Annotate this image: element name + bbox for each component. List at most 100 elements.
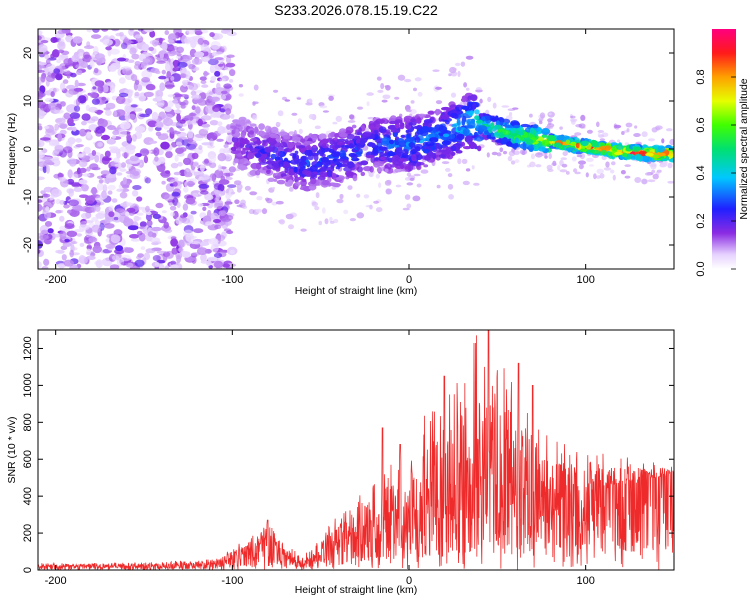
spectrogram-cell <box>109 148 120 154</box>
spectrogram-cell <box>59 230 67 240</box>
spectrogram-cell <box>634 177 642 183</box>
spectrogram-cell <box>380 119 385 124</box>
spectrogram-cell <box>465 110 474 115</box>
spectrogram-cell <box>182 79 188 87</box>
spectrogram-cell <box>186 120 192 125</box>
spectrogram-cell <box>57 133 63 142</box>
spectrogram-cell <box>398 157 408 162</box>
spectrogram-cell <box>117 128 127 138</box>
spectrogram-cell <box>224 201 233 205</box>
spectrogram-cell <box>256 196 263 201</box>
spectrogram-cell <box>275 200 284 205</box>
spectrogram-cell <box>129 170 139 175</box>
spectrogram-cell <box>172 181 178 187</box>
spectrogram-cell <box>40 40 49 44</box>
spectrogram-cell <box>169 122 180 127</box>
spectrogram-cell <box>408 142 416 148</box>
colorbar-tick-label: 0.0 <box>695 261 707 276</box>
spectrogram-cell <box>208 238 219 245</box>
spectrogram-cell <box>185 143 197 150</box>
spectrogram-cell <box>404 165 411 170</box>
spectrogram-cell <box>435 142 440 149</box>
spectrogram-cell <box>477 145 482 152</box>
spectrogram-cell <box>384 85 389 88</box>
spectrogram-cell <box>201 123 211 128</box>
spectrogram-cell <box>210 41 221 50</box>
spectrogram-cell <box>354 135 361 139</box>
spectrogram-cell <box>441 114 450 120</box>
spectrogram-cell <box>293 166 298 173</box>
spectrogram-cell <box>381 99 388 103</box>
spectrogram-cell <box>69 160 77 167</box>
spectrogram-cell <box>80 212 92 220</box>
spectrogram-cell <box>461 158 468 164</box>
spectrogram-cell <box>199 164 205 172</box>
spectrogram-cell <box>165 151 173 159</box>
spectrogram-cell <box>538 120 543 125</box>
spectrogram-cell <box>186 180 195 188</box>
spectrogram-cell <box>639 150 647 157</box>
x-tick-label: -100 <box>221 575 243 587</box>
spectrogram-cell <box>406 172 412 177</box>
spectrogram-cell <box>38 35 42 41</box>
spectrogram-cell <box>409 177 415 181</box>
spectrogram-cell <box>108 205 114 211</box>
spectrogram-cell <box>149 30 156 38</box>
spectrogram-cell <box>45 129 55 136</box>
spectrogram-cell <box>173 59 178 68</box>
spectrogram-cell <box>78 159 88 168</box>
spectrogram-cell <box>69 208 80 217</box>
spectrogram-cell <box>335 115 342 122</box>
spectrogram-cell <box>373 130 379 134</box>
spectrogram-cell <box>179 73 187 79</box>
spectrogram-cell <box>94 53 105 61</box>
spectrogram-cell <box>204 158 210 164</box>
spectrogram-cell <box>156 96 163 102</box>
spectrogram-cell <box>38 69 45 73</box>
spectrogram-cell <box>324 218 329 225</box>
spectrogram-cell <box>339 128 347 134</box>
spectrogram-cell <box>179 101 187 106</box>
spectrogram-cell <box>43 258 49 265</box>
spectrogram-cell <box>201 176 213 183</box>
spectrogram-cell <box>579 153 586 160</box>
spectrogram-cell <box>657 152 666 157</box>
spectrogram-cell <box>170 236 177 240</box>
spectrogram-cell <box>666 128 673 132</box>
spectrogram-cell <box>190 90 197 96</box>
spectrogram-cell <box>495 120 500 127</box>
spectrogram-cell <box>147 231 154 238</box>
spectrogram-cell <box>41 266 49 269</box>
spectrogram-cell <box>599 173 605 179</box>
spectrogram-cell <box>47 228 54 234</box>
spectrogram-cell <box>378 126 387 133</box>
spectrogram-cell <box>231 191 235 195</box>
spectrogram-cell <box>91 98 100 105</box>
spectrogram-cell <box>90 116 99 122</box>
spectrogram-cell <box>115 245 124 252</box>
spectrogram-cell <box>111 135 117 139</box>
spectrogram-cell <box>155 70 161 75</box>
spectrogram-cell <box>490 117 498 123</box>
spectrogram-cell <box>214 190 223 198</box>
spectrogram-cell <box>463 82 467 88</box>
spectrogram-cell <box>487 96 492 103</box>
spectrogram-cell <box>240 132 246 138</box>
spectrogram-cell <box>102 84 109 93</box>
spectrogram-cell <box>205 221 213 226</box>
spectrogram-cell <box>69 249 74 258</box>
spectrogram-cell <box>657 145 666 153</box>
spectrogram-cell <box>320 156 329 163</box>
spectrogram-cell <box>460 61 466 67</box>
spectrogram-xlabel: Height of straight line (km) <box>295 285 418 297</box>
spectrogram-cell <box>120 162 127 168</box>
spectrogram-cell <box>117 68 122 76</box>
spectrogram-cell <box>116 151 121 159</box>
spectrogram-cell <box>329 216 333 222</box>
x-tick-label: 100 <box>576 575 594 587</box>
spectrogram-cell <box>642 155 652 163</box>
y-tick-label: -10 <box>22 189 34 205</box>
spectrogram-cell <box>89 252 96 257</box>
spectrogram-cell <box>176 202 181 208</box>
spectrogram-cell <box>55 73 63 81</box>
